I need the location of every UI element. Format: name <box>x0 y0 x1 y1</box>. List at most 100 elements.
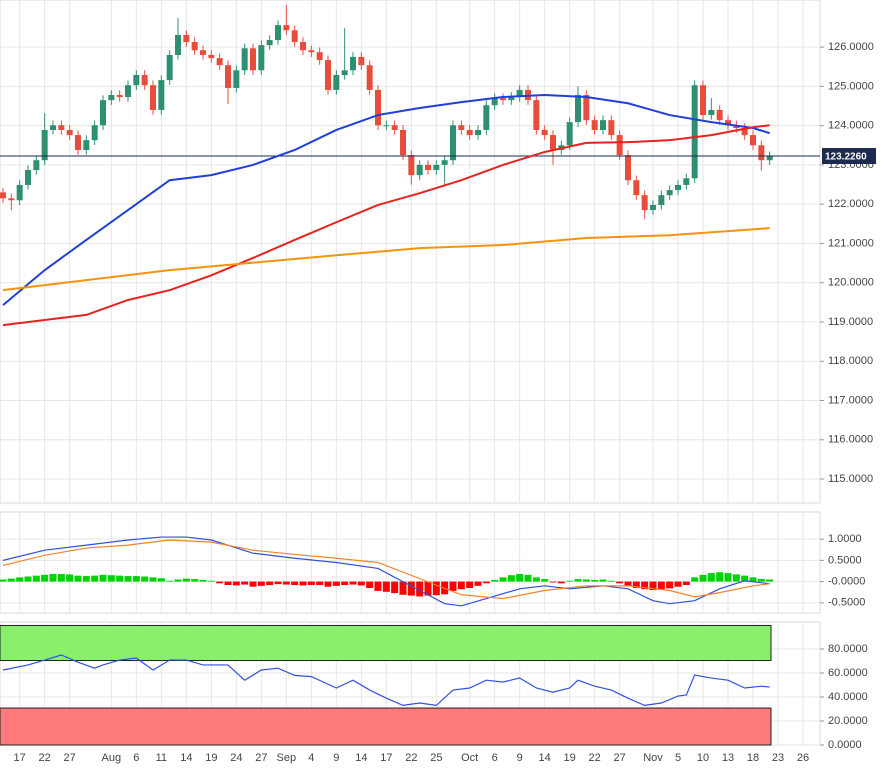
histogram-bar <box>74 575 82 582</box>
x-tick-label: 27 <box>255 752 267 764</box>
y-tick-label: 116.0000 <box>828 434 873 446</box>
histogram-bar <box>766 579 774 582</box>
candle-body <box>83 140 90 150</box>
candle-body <box>550 135 556 150</box>
histogram-bar <box>507 575 515 582</box>
histogram-bar <box>416 581 424 597</box>
histogram-bar <box>657 581 665 590</box>
histogram-bar <box>474 581 482 586</box>
candle-body <box>450 125 456 161</box>
x-tick-label: 22 <box>39 752 51 764</box>
candle-body <box>208 54 215 59</box>
histogram-bar <box>749 577 757 582</box>
histogram-bar <box>274 581 282 585</box>
candle-body <box>266 40 273 46</box>
candle-body <box>591 120 598 130</box>
candle-body <box>50 125 56 130</box>
candle-body <box>633 180 640 196</box>
y-tick-label: 124.0000 <box>828 120 874 132</box>
x-tick-label: Oct <box>461 752 478 764</box>
histogram-bar <box>574 579 582 582</box>
histogram-bar <box>316 581 324 585</box>
candle-body <box>566 122 573 146</box>
histogram-bar <box>41 574 49 582</box>
candle-body <box>766 156 773 161</box>
histogram-bar <box>716 572 724 582</box>
histogram-bar <box>691 577 699 582</box>
histogram-bar <box>157 578 165 582</box>
candle-body <box>150 85 156 110</box>
candle-body <box>175 34 181 55</box>
candle-body <box>158 80 165 110</box>
y-tick-label: 0.5000 <box>828 554 862 566</box>
candle-body <box>108 95 115 101</box>
candle-body <box>58 125 65 130</box>
candle-body <box>533 100 540 130</box>
candle-body <box>708 109 715 116</box>
histogram-bar <box>391 581 399 594</box>
y-tick-label: 117.0000 <box>828 394 873 406</box>
candle-body <box>466 129 473 136</box>
candle-body <box>341 70 348 75</box>
candle-body <box>125 85 131 97</box>
indicator-line <box>2 227 770 292</box>
histogram-bar <box>732 574 740 582</box>
indicator-line <box>2 536 770 607</box>
histogram-bar <box>499 577 507 582</box>
y-tick-label: 120.0000 <box>828 277 874 289</box>
y-tick-label: 125.0000 <box>828 80 874 92</box>
histogram-bar <box>99 574 107 582</box>
x-tick-label: 27 <box>64 752 76 764</box>
x-tick-label: 5 <box>675 752 681 764</box>
histogram-bar <box>107 575 115 582</box>
y-tick-label: 1.0000 <box>828 533 862 545</box>
candle-body <box>241 48 248 71</box>
candle-body <box>75 135 81 150</box>
candle-body <box>483 105 490 130</box>
x-tick-label: 25 <box>430 752 442 764</box>
y-tick-label: 40.0000 <box>828 691 868 703</box>
histogram-bar <box>491 579 499 582</box>
histogram-bar <box>457 581 465 590</box>
histogram-bar <box>7 578 15 582</box>
histogram-bar <box>724 573 732 582</box>
histogram-bar <box>591 579 599 582</box>
y-tick-label: 115.0000 <box>828 473 873 485</box>
x-tick-label: 27 <box>614 752 626 764</box>
candle-body <box>625 155 631 181</box>
x-tick-label: 14 <box>539 752 551 764</box>
candle-body <box>333 74 340 90</box>
candle-body <box>758 145 765 161</box>
panel-frame <box>0 0 821 504</box>
histogram-bar <box>116 575 124 582</box>
y-tick-label: 122.0000 <box>828 198 874 210</box>
histogram-bar <box>624 581 632 586</box>
candle-body <box>100 100 106 126</box>
candle-body <box>91 125 98 141</box>
candle-body <box>433 164 440 171</box>
last-price-tag <box>822 148 876 165</box>
candle-body <box>316 52 323 61</box>
candle-body <box>408 155 415 176</box>
histogram-bar <box>432 581 440 596</box>
histogram-bar <box>599 579 607 582</box>
indicator-line <box>2 654 770 707</box>
histogram-bar <box>166 580 174 582</box>
x-tick-label: 13 <box>722 752 734 764</box>
candle-body <box>416 164 423 176</box>
x-tick-label: Nov <box>643 752 663 764</box>
histogram-bar <box>682 581 690 585</box>
histogram-bar <box>349 581 357 585</box>
zone <box>0 624 772 662</box>
x-tick-label: Sep <box>277 752 297 764</box>
histogram-bar <box>224 581 232 585</box>
x-tick-label: 17 <box>14 752 26 764</box>
candle-body <box>383 125 390 127</box>
candle-body <box>741 128 748 136</box>
candle-body <box>166 54 173 81</box>
histogram-bar <box>191 579 199 582</box>
candle-body <box>691 85 698 179</box>
histogram-bar <box>291 581 299 585</box>
panel-frame <box>0 511 821 614</box>
histogram-bar <box>241 581 249 585</box>
